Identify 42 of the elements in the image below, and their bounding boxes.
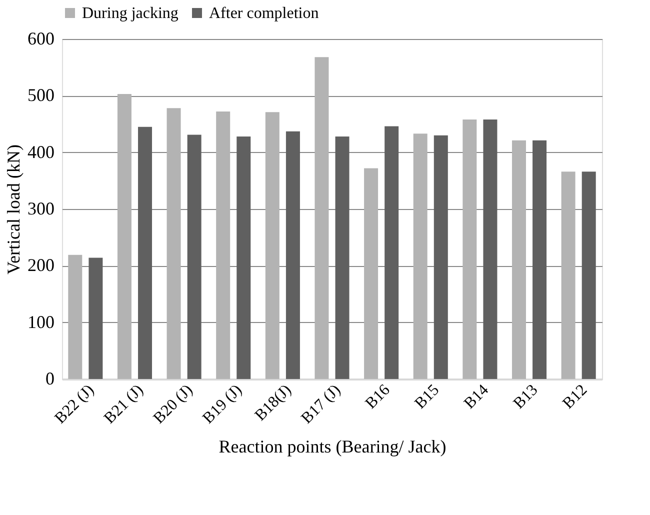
legend-label: After completion xyxy=(209,5,319,22)
x-tick-label: B12 xyxy=(560,382,591,412)
bar xyxy=(88,258,103,379)
bar xyxy=(216,112,230,379)
bar xyxy=(384,126,399,379)
x-tick-label: B13 xyxy=(510,382,542,412)
y-tick-label: 300 xyxy=(28,198,54,218)
x-tick-label: B17 (J) xyxy=(298,382,344,428)
y-tick-label: 100 xyxy=(28,312,54,332)
y-tick-label: 500 xyxy=(28,85,54,106)
bar xyxy=(364,168,378,379)
legend-label: During jacking xyxy=(82,5,178,22)
bar xyxy=(434,135,448,379)
bar xyxy=(335,136,350,379)
x-axis-title: Reaction points (Bearing/ Jack) xyxy=(218,436,446,456)
y-tick-label: 600 xyxy=(28,28,54,48)
x-tick-label: B21 (J) xyxy=(101,382,147,428)
x-tick-label: B19 (J) xyxy=(200,382,246,428)
x-tick-label: B14 xyxy=(461,382,492,412)
bar xyxy=(483,119,498,379)
bar xyxy=(462,119,477,379)
x-tick-label: B16 xyxy=(362,382,394,412)
bar xyxy=(286,131,300,379)
bar xyxy=(117,94,132,379)
bar xyxy=(582,172,596,379)
bar xyxy=(265,112,280,379)
y-tick-label: 0 xyxy=(46,368,54,388)
bar xyxy=(236,136,251,379)
y-tick-label: 200 xyxy=(28,255,54,276)
bar xyxy=(413,134,428,379)
bar xyxy=(532,140,547,379)
x-tick-label: B20 (J) xyxy=(150,382,196,428)
x-tick-label: B15 xyxy=(412,382,443,412)
y-axis-title: Vertical load (kN) xyxy=(4,144,24,274)
bar xyxy=(314,57,329,379)
bar xyxy=(138,126,152,379)
y-tick-label: 400 xyxy=(28,142,54,162)
bar xyxy=(512,140,526,379)
bar xyxy=(166,108,181,379)
bar xyxy=(68,254,82,379)
bar xyxy=(187,134,202,379)
bar xyxy=(561,172,576,379)
